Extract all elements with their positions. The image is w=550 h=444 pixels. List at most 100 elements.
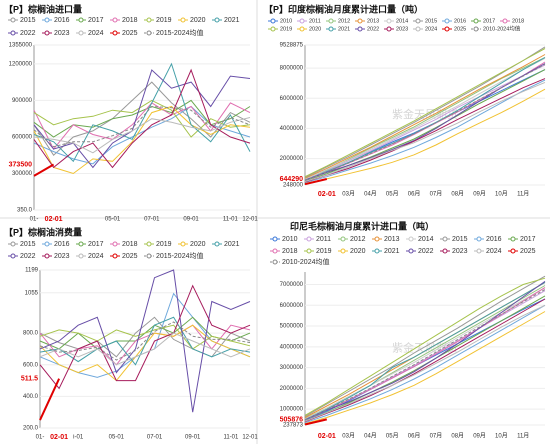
- series-line: [33, 163, 55, 177]
- y-tick-label: 600.0: [23, 362, 39, 368]
- x-tick-label: 09-01: [183, 217, 199, 223]
- x-tick-label: 10月: [495, 433, 508, 440]
- x-tick-label: 04月: [364, 191, 377, 198]
- series-line: [304, 275, 546, 417]
- legend-marker: [112, 17, 118, 23]
- y-tick-label: 600000: [12, 135, 33, 141]
- legend-label: 2017: [483, 18, 495, 24]
- legend-marker: [10, 30, 16, 36]
- x-tick-label: 07-01: [147, 435, 163, 441]
- y-tick-label: 1055: [25, 290, 39, 296]
- value-label: 373500: [9, 161, 32, 168]
- legend-label: 2023: [452, 248, 468, 255]
- legend-label: 2025: [122, 253, 138, 260]
- x-tick-label: 05-01: [109, 435, 125, 441]
- series-line: [304, 298, 546, 423]
- series-line: [39, 324, 251, 350]
- y-tick-label: 900000: [12, 98, 33, 104]
- legend-marker: [299, 18, 305, 24]
- x-tick-label: 07月: [430, 191, 443, 198]
- y-tick-label: 1199: [25, 268, 39, 274]
- series-line: [39, 321, 251, 361]
- legend-label: 2024: [88, 253, 104, 260]
- legend-label: 2021: [384, 248, 400, 255]
- legend-marker: [78, 17, 84, 23]
- legend-marker: [146, 253, 152, 259]
- legend-label: 2015: [452, 236, 468, 243]
- legend-marker: [502, 18, 508, 24]
- x-tick-label: 03月: [342, 433, 355, 440]
- x-tick-label: 04月: [364, 433, 377, 440]
- legend-marker: [272, 259, 278, 265]
- series-line: [304, 304, 546, 422]
- series-line: [33, 105, 251, 175]
- legend-label: 2025: [454, 26, 466, 32]
- legend-marker: [408, 248, 414, 254]
- legend-marker: [510, 248, 516, 254]
- legend-label: 2025: [520, 248, 536, 255]
- x-tick-label: 07-01: [144, 217, 160, 223]
- legend-marker: [44, 241, 50, 247]
- legend-label: 2024: [425, 26, 437, 32]
- series-line: [304, 178, 328, 186]
- y-tick-label: 1200000: [9, 61, 33, 67]
- legend-label: 2013: [367, 18, 379, 24]
- legend-label: 2024: [486, 248, 502, 255]
- legend-label: 2010-2024均值: [282, 257, 329, 266]
- x-tick-label: 07月: [430, 433, 443, 440]
- legend-label: 2017: [520, 236, 536, 243]
- legend-label: 2018: [512, 18, 524, 24]
- legend-label: 2018: [122, 17, 138, 24]
- legend-label: 2011: [309, 18, 321, 24]
- x-tick-label: 02-01: [318, 191, 336, 198]
- legend-marker: [357, 18, 363, 24]
- x-tick-label: 05月: [386, 191, 399, 198]
- legend-marker: [473, 26, 479, 32]
- series-line: [33, 62, 251, 163]
- legend-marker: [270, 26, 276, 32]
- y-tick-label: 7000000: [280, 282, 304, 288]
- series-line: [33, 102, 251, 151]
- series-line: [304, 81, 546, 182]
- legend-label: 2015: [20, 241, 36, 248]
- legend-label: 2016: [54, 17, 70, 24]
- series-line: [304, 48, 546, 178]
- chart-title: 【P】印度棕榈油月度累计进口量（吨）: [264, 3, 423, 14]
- series-line: [304, 280, 546, 421]
- value-label: 505876: [280, 416, 303, 423]
- series-line: [304, 63, 546, 181]
- series-line: [33, 69, 251, 169]
- series-line: [33, 99, 251, 138]
- legend-label: 2019: [156, 17, 172, 24]
- x-tick-label: 08月: [451, 191, 464, 198]
- legend-label: 2020: [350, 248, 366, 255]
- y-tick-label: 350.0: [17, 208, 33, 214]
- legend-label: 2015: [20, 17, 36, 24]
- y-tick-label: 800.0: [23, 331, 39, 337]
- legend-marker: [476, 236, 482, 242]
- series-line: [304, 311, 546, 425]
- legend-marker: [112, 253, 118, 259]
- x-tick-label: 06月: [408, 191, 421, 198]
- series-line: [304, 57, 546, 180]
- series-line: [304, 304, 546, 424]
- legend-label: 2015-2024均值: [156, 28, 203, 37]
- chart-title: 印尼毛棕榈油月度累计进口量（吨）: [290, 220, 434, 231]
- series-line: [304, 64, 546, 181]
- x-tick-label: 01-: [36, 435, 45, 441]
- y-tick-label: 2000000: [280, 156, 304, 162]
- x-tick-label: 12-01: [242, 435, 258, 441]
- y-tick-label: 248000: [283, 183, 304, 189]
- legend-marker: [328, 26, 334, 32]
- legend-marker: [180, 17, 186, 23]
- y-tick-label: 8000000: [280, 66, 304, 72]
- legend-marker: [444, 18, 450, 24]
- legend-marker: [408, 236, 414, 242]
- legend-label: 2021: [338, 26, 350, 32]
- y-tick-label: 3000000: [280, 365, 304, 371]
- legend-marker: [10, 253, 16, 259]
- legend-label: 2022: [418, 248, 434, 255]
- legend-label: 2010-2024均值: [483, 24, 521, 32]
- legend-marker: [78, 241, 84, 247]
